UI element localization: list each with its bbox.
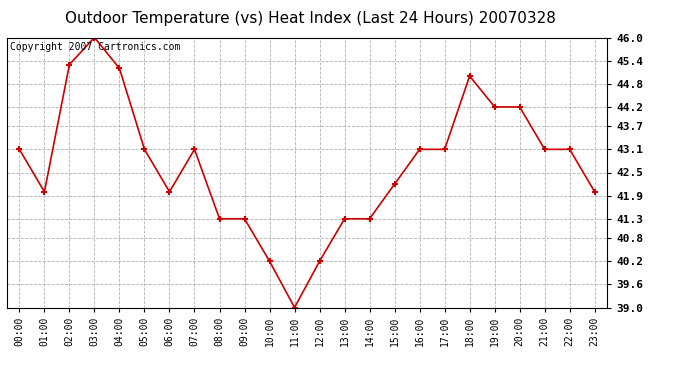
Text: Copyright 2007 Cartronics.com: Copyright 2007 Cartronics.com <box>10 42 180 51</box>
Text: Outdoor Temperature (vs) Heat Index (Last 24 Hours) 20070328: Outdoor Temperature (vs) Heat Index (Las… <box>65 11 556 26</box>
